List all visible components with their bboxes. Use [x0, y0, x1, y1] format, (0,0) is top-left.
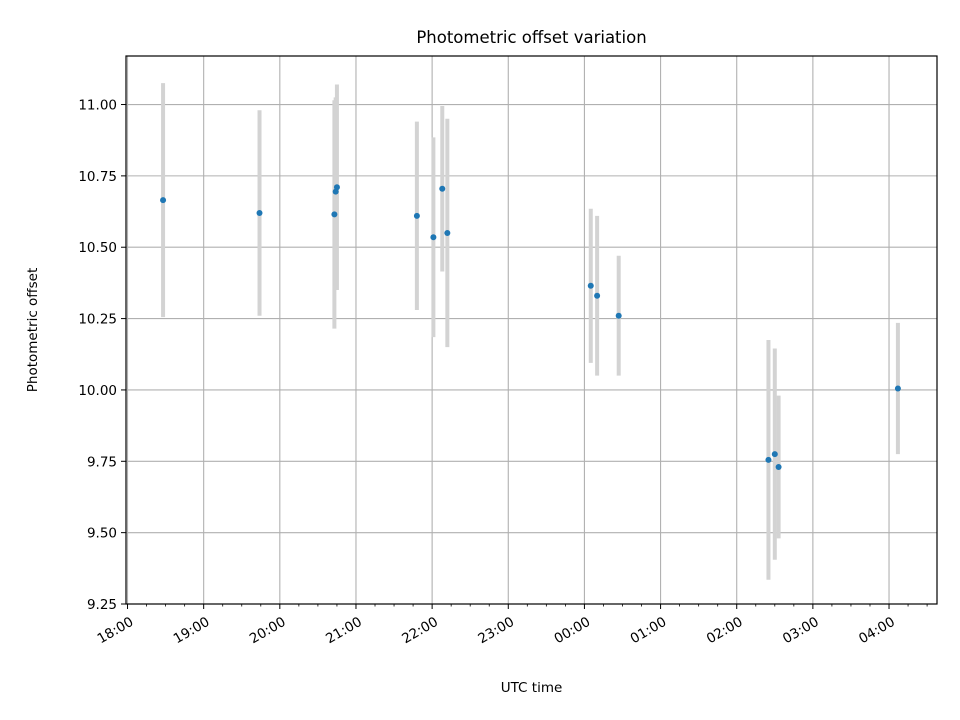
data-points — [160, 184, 901, 470]
y-tick-label: 10.25 — [78, 312, 117, 328]
data-point — [333, 184, 340, 191]
data-point — [771, 451, 778, 458]
data-point — [331, 211, 338, 218]
data-point — [444, 229, 451, 236]
data-point — [894, 385, 901, 392]
data-point — [587, 282, 594, 289]
y-tick-label: 10.50 — [78, 240, 117, 256]
data-point — [439, 185, 446, 192]
data-point — [615, 312, 622, 319]
y-tick-label: 9.25 — [87, 597, 117, 613]
y-axis-ticks: 9.25 9.50 9.75 10.00 10.25 10.50 10.75 11.00 — [78, 98, 126, 613]
plot-frame — [125, 55, 938, 605]
data-point — [430, 234, 437, 241]
data-point — [160, 197, 167, 204]
y-tick-label: 9.50 — [87, 526, 117, 542]
chart-title: Photometric offset variation — [416, 28, 646, 47]
data-point — [765, 456, 772, 463]
y-tick-label: 10.00 — [78, 383, 117, 399]
x-axis-label: UTC time — [501, 680, 563, 696]
y-axis-label: Photometric offset — [25, 268, 41, 392]
data-point — [413, 212, 420, 219]
y-tick-label: 9.75 — [87, 454, 117, 470]
y-tick-label: 11.00 — [78, 98, 117, 114]
y-tick-label: 10.75 — [78, 169, 117, 185]
data-point — [256, 209, 263, 216]
data-point — [775, 464, 782, 470]
data-point — [594, 292, 601, 299]
